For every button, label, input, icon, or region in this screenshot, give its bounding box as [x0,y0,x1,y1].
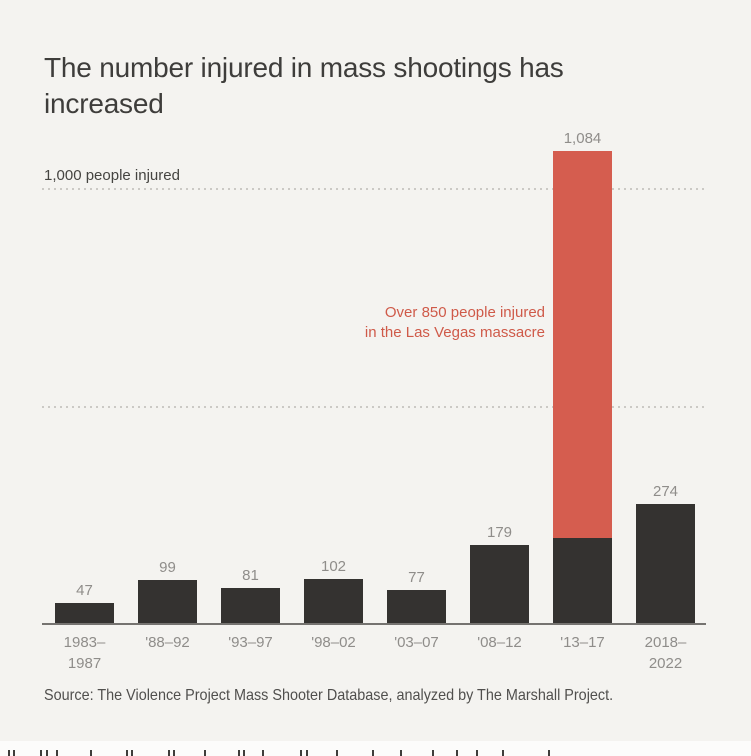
highlight-annotation: Over 850 people injured in the Las Vegas… [285,303,545,343]
x-tick-label: 2018– 2022 [644,634,687,672]
chart-title: The number injured in mass shootings has… [44,52,564,119]
x-tick-label: 1983– 1987 [63,634,106,672]
bar-'88–92 [138,580,197,623]
source-note: Source: The Violence Project Mass Shoote… [44,687,614,704]
x-tick-label: '08–12 [477,634,522,651]
bar-value-label: 47 [76,582,93,599]
bar-value-label: 81 [242,567,259,584]
annotation-line-1: Over 850 people injured [384,304,545,321]
bar-value-label: 77 [408,569,425,586]
cutoff-text-letter-tops [8,750,10,756]
gridline-1000 [42,188,706,190]
x-tick-label: '13–17 [560,634,605,651]
bar-value-label: 1,084 [563,130,602,147]
y-axis-reference-label: 1,000 people injured [44,167,180,184]
bar-2018–2022 [636,504,695,623]
annotation-line-2: in the Las Vegas massacre [364,324,545,341]
bar-'08–12 [470,545,529,623]
cutoff-text-line [0,741,751,756]
bar-'13–17-base-segment [553,538,612,623]
bar-'93–97 [221,588,280,623]
x-tick-label: '88–92 [145,634,190,651]
bar-value-label: 99 [159,559,176,576]
bar-value-label: 274 [652,483,679,500]
x-tick-label: '93–97 [228,634,273,651]
bar-'03–07 [387,590,446,623]
bar-value-label: 102 [320,558,347,575]
bar-value-label: 179 [486,524,513,541]
x-tick-label: '98–02 [311,634,356,651]
bar-'13–17-highlight-segment [553,151,612,538]
bar-'98–02 [304,579,363,623]
x-tick-label: '03–07 [394,634,439,651]
gridline-500 [42,406,706,408]
bar-1983–1987 [55,603,114,623]
x-axis-line [42,623,706,625]
